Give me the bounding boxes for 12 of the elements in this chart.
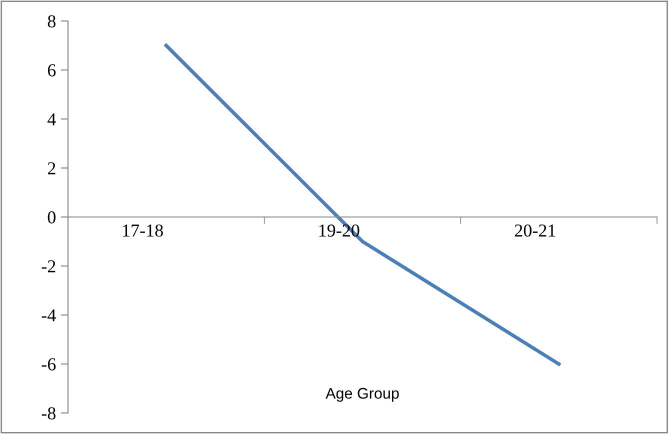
y-tick-label: 8	[48, 15, 56, 28]
y-tick-label: 2	[48, 162, 56, 174]
y-tick-label: -8	[42, 407, 56, 420]
y-tick-label: -4	[42, 309, 56, 322]
x-axis-title: Age Group	[326, 388, 399, 402]
y-tick-label: 4	[48, 113, 56, 126]
x-tick-label: 17-18	[123, 224, 163, 237]
y-tick-label: -6	[42, 358, 56, 370]
x-tick-label: 20-21	[514, 224, 556, 237]
y-tick-label: 6	[48, 64, 56, 76]
y-tick-label: 0	[48, 211, 56, 224]
y-tick-label: -2	[42, 260, 56, 272]
